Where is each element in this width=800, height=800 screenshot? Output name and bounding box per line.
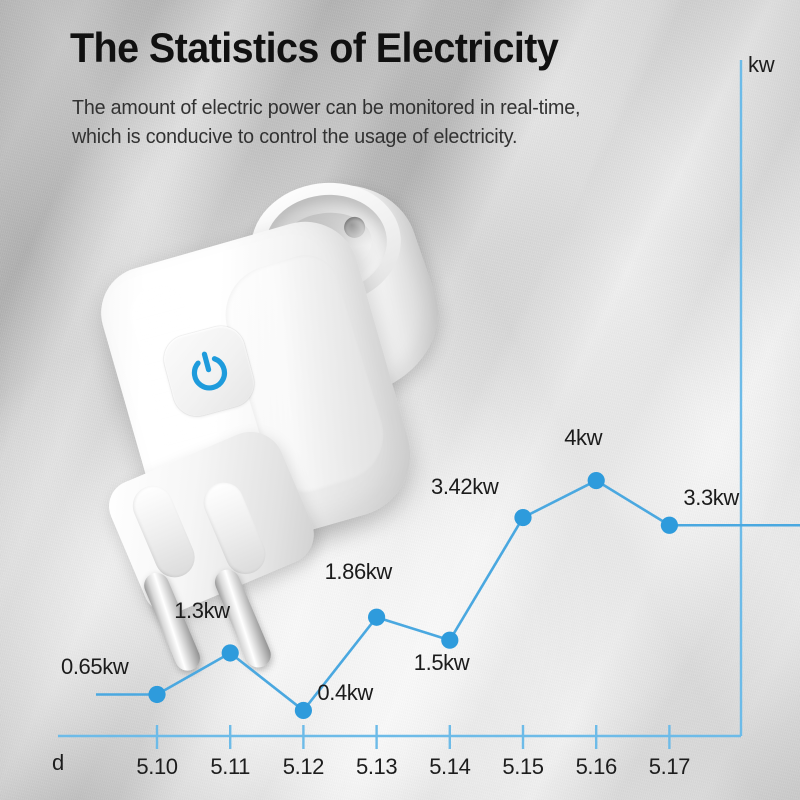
page-subtitle-line-2: which is conducive to control the usage … — [72, 125, 518, 149]
page-subtitle-line-1: The amount of electric power can be moni… — [72, 96, 581, 119]
page-title: The Statistics of Electricity — [70, 24, 559, 71]
smart-plug-body-group — [1, 109, 573, 681]
power-icon[interactable] — [183, 345, 234, 396]
page-subtitle: The amount of electric power can be moni… — [72, 93, 667, 151]
smart-plug-image — [62, 161, 512, 675]
